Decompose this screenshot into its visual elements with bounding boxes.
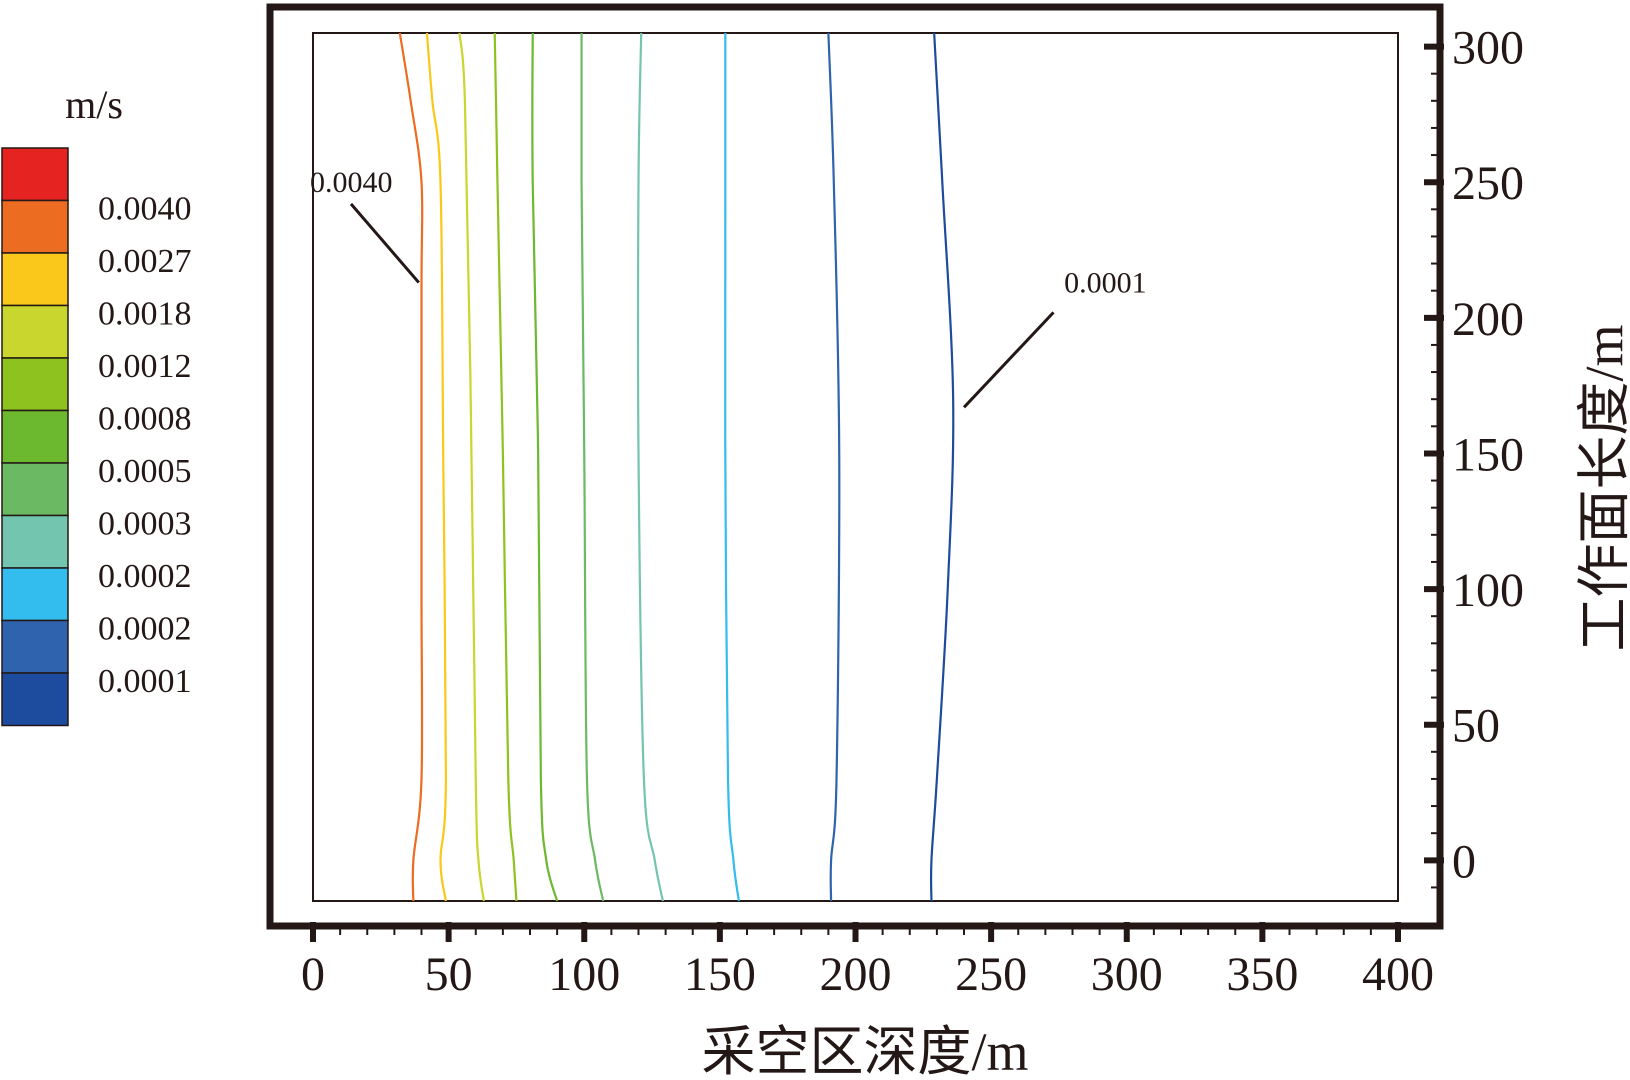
y-axis-title: 工作面长度/m (1574, 324, 1630, 651)
x-tick-labels: 0 50 100 150 200 250 300 350 400 (301, 948, 1434, 1001)
legend: m/s 0.0040 0.0027 0.0018 0.0012 0.0008 0.0005… (1, 82, 192, 727)
contour-line-8 (827, 32, 841, 902)
legend-swatch (1, 304, 69, 359)
x-tick-label: 300 (1091, 948, 1163, 1001)
contour-annotation-label: 0.0040 (310, 166, 393, 199)
x-tick-label: 350 (1226, 948, 1298, 1001)
legend-label: 0.0027 (98, 243, 192, 280)
x-tick-label: 200 (820, 948, 892, 1001)
y-tick-labels: 0 50 100 150 200 250 300 (1452, 22, 1524, 889)
annotation-leader (349, 202, 420, 284)
contour-annotation-label: 0.0001 (1064, 267, 1147, 300)
contour-line-9 (929, 32, 955, 902)
x-tick-label: 150 (684, 948, 756, 1001)
legend-swatch (1, 619, 69, 674)
legend-label: 0.0018 (98, 296, 192, 333)
annotation-leader (962, 311, 1055, 409)
x-axis-title: 采空区深度/m (701, 1022, 1028, 1080)
legend-swatch (1, 357, 69, 412)
legend-swatch (1, 147, 69, 202)
legend-swatch (1, 514, 69, 569)
y-tick-label: 100 (1452, 564, 1524, 617)
contour-line-0 (398, 32, 424, 902)
contour-line-5 (580, 32, 605, 902)
minor-ticks (339, 72, 1440, 935)
y-tick-label: 150 (1452, 428, 1524, 481)
contour-line-4 (531, 32, 559, 902)
legend-label: 0.0008 (98, 401, 192, 438)
legend-unit: m/s (65, 82, 123, 127)
contour-line-6 (636, 32, 664, 902)
legend-label: 0.0005 (98, 453, 192, 490)
legend-swatch (1, 672, 69, 727)
x-tick-label: 100 (548, 948, 620, 1001)
legend-label: 0.0012 (98, 348, 192, 385)
y-tick-label: 200 (1452, 293, 1524, 346)
y-tick-label: 50 (1452, 700, 1500, 753)
plot-area (312, 32, 1399, 902)
y-tick-label: 250 (1452, 157, 1524, 210)
contour-line-7 (723, 32, 740, 902)
contour-annotations: 0.0040 0.0001 (310, 166, 1147, 409)
legend-label: 0.0002 (98, 558, 192, 595)
x-tick-label: 50 (425, 948, 473, 1001)
x-tick-label: 0 (301, 948, 325, 1001)
legend-label: 0.0040 (98, 191, 192, 228)
contour-line-1 (425, 32, 448, 902)
x-tick-label: 400 (1362, 948, 1434, 1001)
x-tick-label: 250 (955, 948, 1027, 1001)
y-tick-label: 300 (1452, 22, 1524, 75)
legend-swatch (1, 462, 69, 517)
y-tick-label: 0 (1452, 835, 1476, 888)
legend-label: 0.0001 (98, 663, 192, 700)
legend-swatch (1, 409, 69, 464)
contour-lines (398, 32, 955, 902)
legend-swatch (1, 252, 69, 307)
legend-label: 0.0002 (98, 611, 192, 648)
legend-swatch (1, 199, 69, 254)
legend-label: 0.0003 (98, 506, 192, 543)
legend-swatch (1, 567, 69, 622)
contour-line-2 (458, 32, 485, 902)
major-ticks (310, 43, 1444, 942)
contour-line-3 (493, 32, 518, 902)
